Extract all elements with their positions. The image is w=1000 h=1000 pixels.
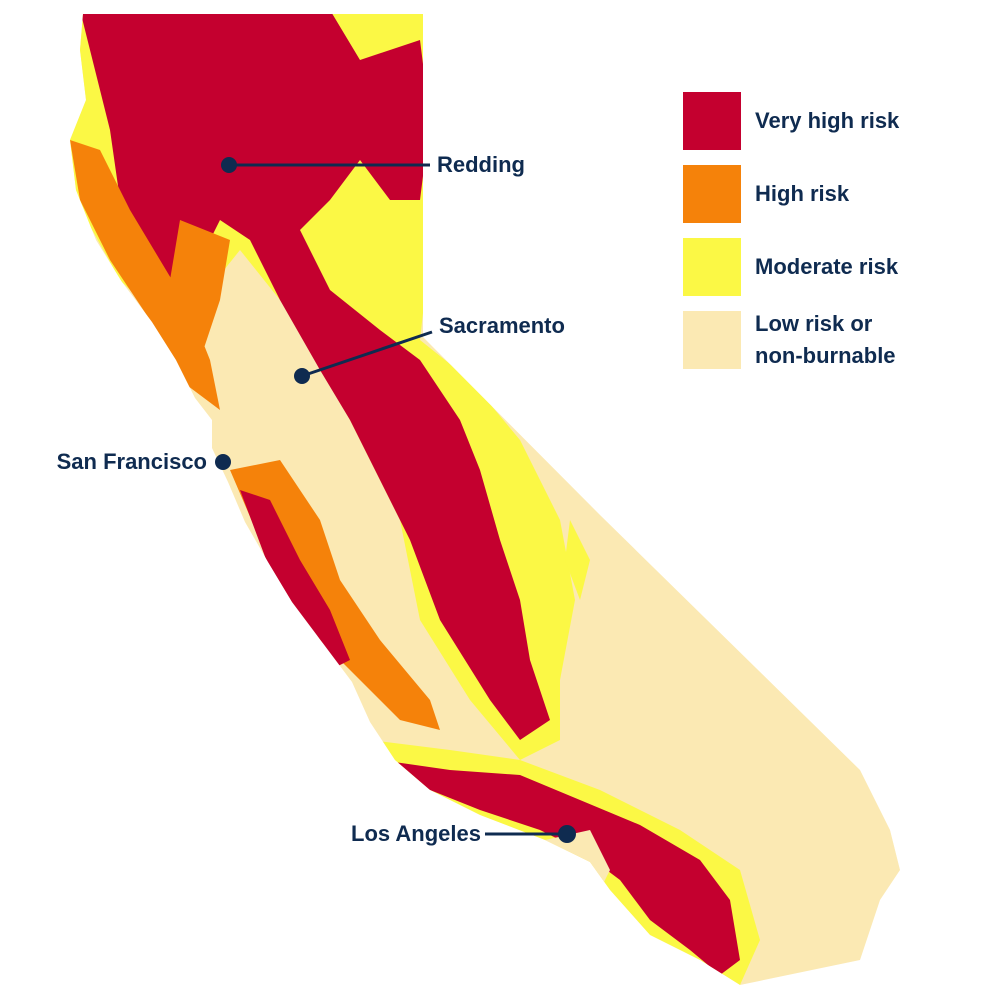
- city-marker-redding: [221, 157, 430, 173]
- legend-label-line: non-burnable: [755, 343, 896, 368]
- very-high-risk-area: [240, 490, 350, 670]
- city-label-san-francisco: San Francisco: [56, 449, 207, 474]
- city-marker-sacramento: [294, 330, 433, 384]
- city-label-sacramento: Sacramento: [439, 313, 565, 338]
- legend-label: Very high risk: [755, 108, 900, 133]
- legend-label: Low risk or non-burnable: [755, 308, 975, 372]
- city-marker-los-angeles: [485, 825, 576, 843]
- legend-label: High risk: [755, 181, 850, 206]
- legend-swatch: [683, 238, 741, 296]
- legend-swatch: [683, 311, 741, 369]
- moderate-risk-area: [565, 520, 590, 600]
- legend-label: Moderate risk: [755, 254, 899, 279]
- city-label-los-angeles: Los Angeles: [351, 821, 481, 846]
- legend-label-line: Low risk or: [755, 311, 873, 336]
- city-label-redding: Redding: [437, 152, 525, 177]
- city-marker-san-francisco: [215, 454, 231, 470]
- high-risk-area: [170, 220, 230, 360]
- very-high-risk-area: [80, 14, 550, 740]
- legend-swatch: [683, 92, 741, 150]
- legend-swatch: [683, 165, 741, 223]
